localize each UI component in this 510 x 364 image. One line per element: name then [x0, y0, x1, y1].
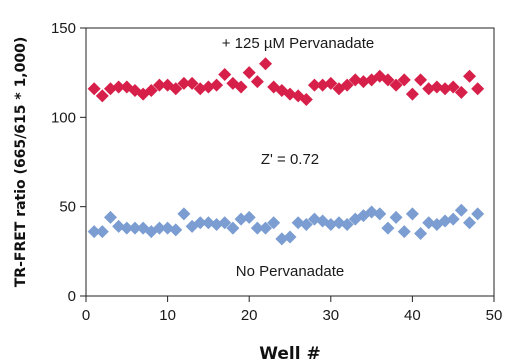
data-point [259, 221, 273, 235]
y-tick-label: 150 [51, 20, 76, 37]
x-tick-label: 50 [486, 307, 503, 324]
data-point [226, 221, 240, 235]
data-point [381, 221, 395, 235]
data-point [340, 218, 354, 232]
annotation-bottom: No Pervanadate [236, 263, 344, 280]
data-point [259, 57, 273, 71]
x-tick-label: 0 [82, 307, 90, 324]
data-point [177, 76, 191, 90]
data-point [87, 82, 101, 96]
data-point [234, 80, 248, 94]
data-point [324, 76, 338, 90]
data-point [103, 210, 117, 224]
x-tick-label: 40 [404, 307, 421, 324]
data-point [283, 230, 297, 244]
data-point [405, 207, 419, 221]
annotation-top: + 125 µM Pervanadate [222, 35, 375, 52]
data-point [185, 76, 199, 90]
x-axis: 0 10 20 30 40 50 [82, 296, 503, 324]
data-point [299, 92, 313, 106]
x-tick-label: 20 [241, 307, 258, 324]
data-point [389, 210, 403, 224]
plot-area [85, 27, 495, 297]
x-tick-label: 10 [159, 307, 176, 324]
data-point [389, 78, 403, 92]
data-point [463, 216, 477, 230]
data-point [299, 218, 313, 232]
data-point [193, 216, 207, 230]
data-point [218, 216, 232, 230]
data-point [242, 210, 256, 224]
data-point [397, 73, 411, 87]
y-axis-title: TR-FRET ratio (665/615 * 1,000) [13, 37, 29, 288]
data-point [414, 226, 428, 240]
data-point [242, 66, 256, 80]
data-point [414, 73, 428, 87]
data-point [210, 78, 224, 92]
data-point [152, 78, 166, 92]
y-tick-label: 0 [68, 288, 76, 305]
data-point [307, 78, 321, 92]
data-point [405, 87, 419, 101]
data-point [112, 80, 126, 94]
data-point [250, 75, 264, 89]
x-axis-title: Well # [259, 344, 321, 364]
data-point [397, 225, 411, 239]
data-point [218, 67, 232, 81]
data-point [128, 221, 142, 235]
data-point [373, 207, 387, 221]
data-point [152, 221, 166, 235]
data-point [463, 69, 477, 83]
data-point [250, 221, 264, 235]
data-point [471, 82, 485, 96]
data-point [454, 85, 468, 99]
data-point [454, 203, 468, 217]
series-no-pervanadate [87, 203, 485, 246]
annotation-zprime: Z' = 0.72 [261, 151, 319, 168]
data-point [120, 221, 134, 235]
data-point [95, 225, 109, 239]
y-tick-label: 50 [59, 199, 76, 216]
data-point [340, 78, 354, 92]
data-point [381, 73, 395, 87]
data-point [177, 207, 191, 221]
data-point [144, 84, 158, 98]
data-point [471, 207, 485, 221]
x-tick-label: 30 [322, 307, 339, 324]
data-point [446, 212, 460, 226]
series-pervanadate [87, 57, 485, 106]
data-point [87, 225, 101, 239]
data-point [267, 216, 281, 230]
y-tick-label: 100 [51, 109, 76, 126]
data-point [169, 82, 183, 96]
data-point [169, 223, 183, 237]
data-point [95, 89, 109, 103]
data-point [446, 80, 460, 94]
y-axis: 0 50 100 150 [51, 20, 86, 305]
